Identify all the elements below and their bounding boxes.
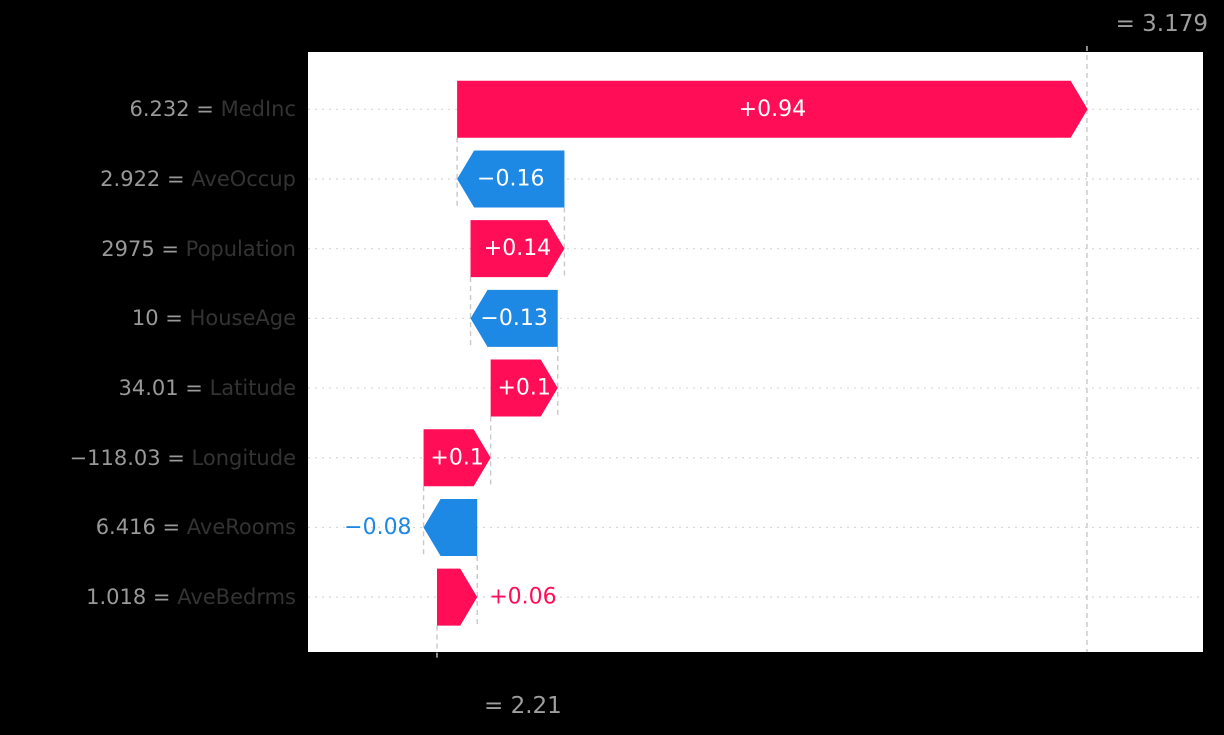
feature-tick-label: 6.416 = AveRooms [0, 513, 296, 541]
bar-value-label: +0.94 [739, 97, 806, 122]
negative-shap-bar [470, 289, 558, 347]
positive-shap-bar [423, 429, 491, 487]
bar-value-label: −0.08 [344, 515, 411, 540]
feature-name: AveOccup [191, 166, 296, 191]
feature-data-value: 1.018 = [86, 585, 178, 610]
feature-data-value: 34.01 = [118, 376, 210, 401]
feature-data-value: 2.922 = [100, 166, 192, 191]
positive-shap-bar [436, 568, 478, 626]
positive-shap-bar [490, 359, 558, 417]
feature-tick-label: 2.922 = AveOccup [0, 165, 296, 193]
feature-name: AveRooms [186, 515, 296, 540]
feature-name: Latitude [209, 376, 296, 401]
positive-shap-bar [457, 80, 1088, 138]
feature-name: Longitude [191, 445, 296, 470]
feature-tick-label: 10 = HouseAge [0, 304, 296, 332]
feature-name: HouseAge [189, 306, 296, 331]
base-value-label: = 2.21 [484, 693, 562, 719]
fx-value-label: = 3.179 [1115, 11, 1208, 37]
bar-value-label: −0.13 [480, 306, 547, 331]
feature-tick-label: 34.01 = Latitude [0, 374, 296, 402]
feature-data-value: 2975 = [101, 236, 186, 261]
feature-name: MedInc [220, 97, 296, 122]
feature-name: AveBedrms [177, 585, 296, 610]
bar-value-label: +0.06 [489, 585, 556, 610]
feature-data-value: 6.232 = [129, 97, 221, 122]
feature-name: Population [185, 236, 296, 261]
bar-value-label: +0.1 [497, 376, 550, 401]
negative-shap-bar [423, 498, 478, 556]
feature-data-value: 10 = [131, 306, 190, 331]
feature-tick-label: −118.03 = Longitude [0, 444, 296, 472]
positive-shap-bar [470, 220, 565, 278]
feature-tick-label: 2975 = Population [0, 235, 296, 263]
bar-value-label: −0.16 [477, 166, 544, 191]
bar-value-label: +0.1 [430, 445, 483, 470]
feature-tick-label: 6.232 = MedInc [0, 95, 297, 123]
feature-tick-label: 1.018 = AveBedrms [0, 583, 296, 611]
negative-shap-bar [457, 150, 565, 208]
plot-area [308, 52, 1203, 652]
bar-value-label: +0.14 [484, 236, 551, 261]
feature-data-value: 6.416 = [95, 515, 187, 540]
feature-data-value: −118.03 = [69, 445, 192, 470]
